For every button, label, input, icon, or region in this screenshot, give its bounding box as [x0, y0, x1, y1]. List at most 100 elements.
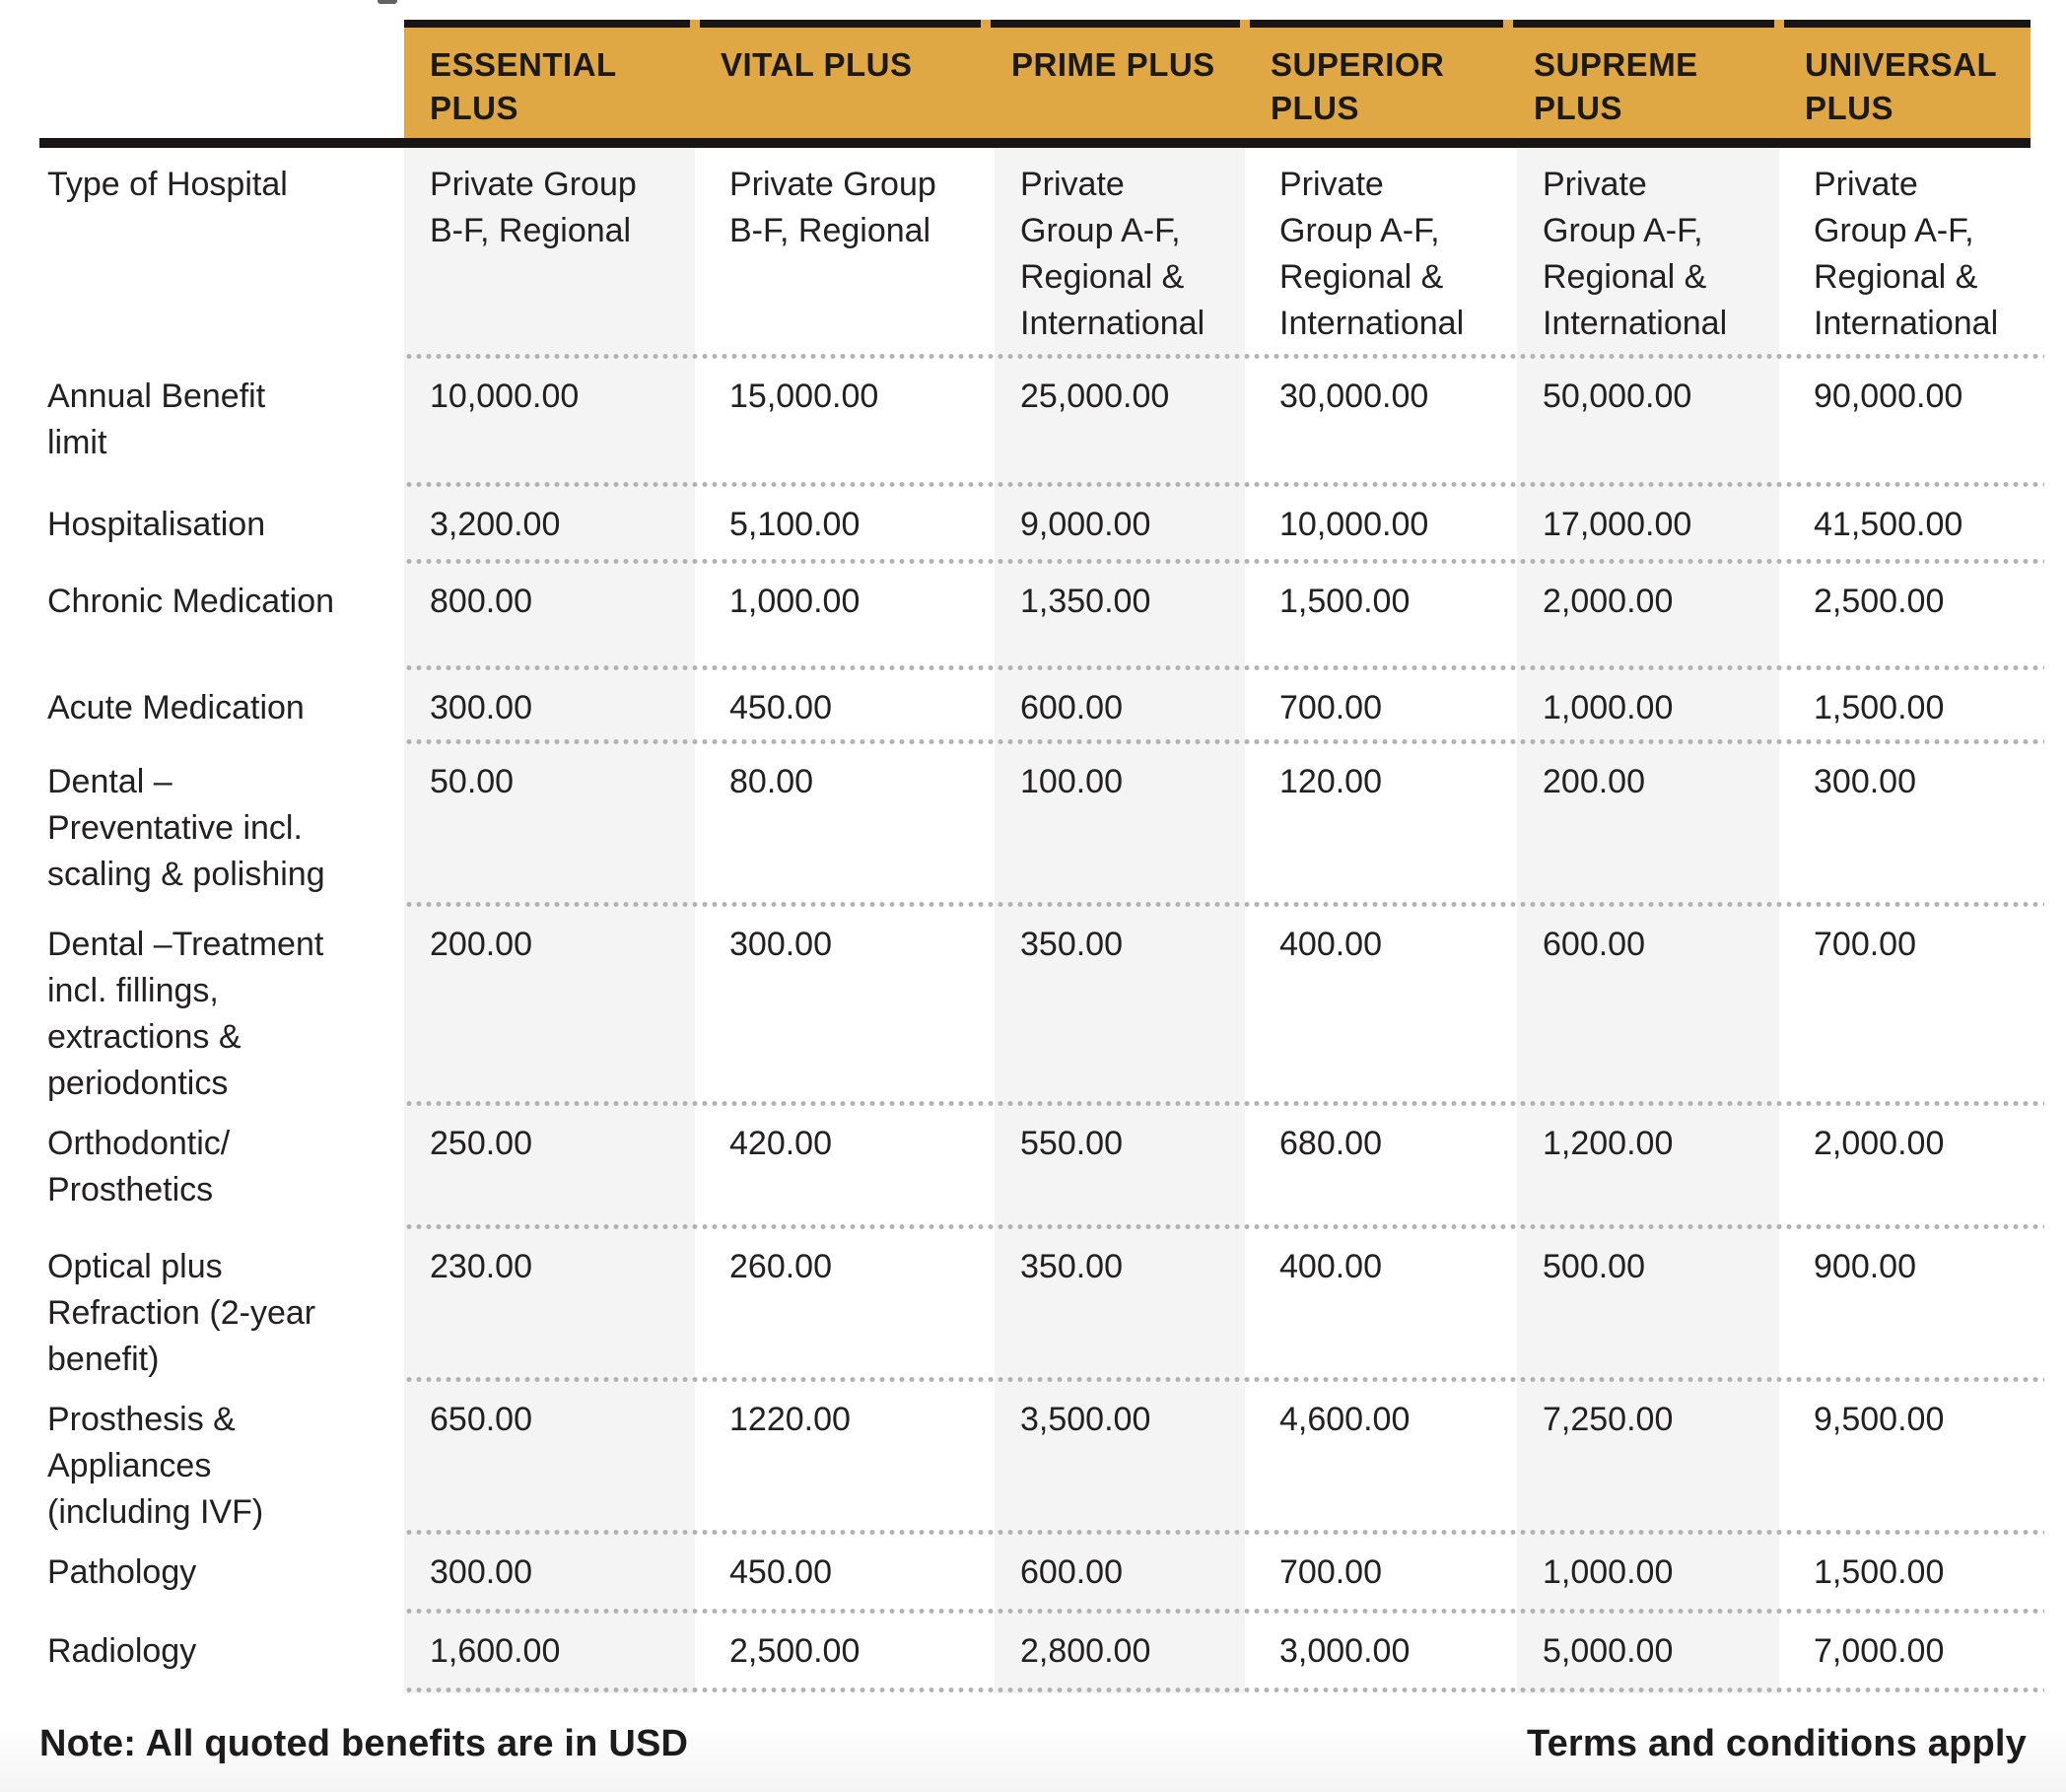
value-cell: 1,350.00 [986, 565, 1245, 671]
row-label: Annual Benefit limit [39, 360, 404, 488]
value-cell: 400.00 [1245, 1230, 1508, 1383]
plan-name: VITAL PLUS [721, 46, 913, 83]
value-cell: 600.00 [986, 1536, 1245, 1615]
value-cell: 2,500.00 [1779, 565, 2031, 671]
value-cell: 200.00 [1508, 745, 1779, 908]
value-cell: 3,000.00 [1245, 1615, 1508, 1693]
plan-name: UNIVERSAL PLUS [1805, 46, 1998, 126]
dotted-separator [404, 353, 2044, 360]
plan-name: SUPERIOR PLUS [1271, 46, 1445, 126]
value-cell: 680.00 [1245, 1107, 1508, 1230]
value-cell: Private Group B-F, Regional [695, 148, 986, 360]
row-label: Optical plus Refraction (2-year benefit) [39, 1230, 404, 1383]
table-row: Prosthesis & Appliances (including IVF) 6… [39, 1383, 2044, 1536]
value-cell: 1,000.00 [695, 565, 986, 671]
header-top-bar [1784, 20, 2031, 28]
value-cell: 50,000.00 [1508, 360, 1779, 488]
value-cell: Private Group A-F, Regional & Internatio… [986, 148, 1245, 360]
row-label: Pathology [39, 1536, 404, 1615]
value-cell: Private Group A-F, Regional & Internatio… [1245, 148, 1508, 360]
plan-name: PRIME PLUS [1011, 46, 1215, 83]
header-cell-superior-plus: SUPERIOR PLUS [1245, 20, 1508, 138]
value-cell: 5,100.00 [695, 488, 986, 565]
header-cell-essential-plus: ESSENTIAL PLUS [404, 20, 695, 138]
value-cell: 9,000.00 [986, 488, 1245, 565]
value-cell: 900.00 [1779, 1230, 2031, 1383]
benefits-table: ESSENTIAL PLUS VITAL PLUS PRIME PLUS SUP… [39, 20, 2044, 1693]
dotted-separator [404, 481, 2044, 488]
value-cell: 1,600.00 [404, 1615, 695, 1693]
table-row: Annual Benefit limit 10,000.00 15,000.00 25… [39, 360, 2044, 488]
header-top-bar [1250, 20, 1503, 28]
value-cell: 250.00 [404, 1107, 695, 1230]
value-cell: 2,000.00 [1508, 565, 1779, 671]
value-cell: 600.00 [1508, 908, 1779, 1107]
footer: Note: All quoted benefits are in USD Ter… [39, 1723, 2027, 1765]
header-cell-prime-plus: PRIME PLUS [986, 20, 1245, 138]
value-cell: Private Group B-F, Regional [404, 148, 695, 360]
value-cell: 2,800.00 [986, 1615, 1245, 1693]
value-cell: 650.00 [404, 1383, 695, 1536]
value-cell: 2,000.00 [1779, 1107, 2031, 1230]
value-cell: 600.00 [986, 671, 1245, 745]
value-cell: 550.00 [986, 1107, 1245, 1230]
dotted-separator [404, 1376, 2044, 1383]
value-cell: 41,500.00 [1779, 488, 2031, 565]
header-cell-universal-plus: UNIVERSAL PLUS [1779, 20, 2031, 138]
header-cell-supreme-plus: SUPREME PLUS [1508, 20, 1779, 138]
value-cell: 1,200.00 [1508, 1107, 1779, 1230]
value-cell: 300.00 [404, 671, 695, 745]
header-cell-vital-plus: VITAL PLUS [695, 20, 986, 138]
header-top-bar [991, 20, 1240, 28]
dotted-separator [404, 1608, 2044, 1615]
row-label: Orthodontic/ Prosthetics [39, 1107, 404, 1230]
value-cell: 90,000.00 [1779, 360, 2031, 488]
dotted-separator [404, 901, 2044, 908]
table-row: Chronic Medication 800.00 1,000.00 1,350.00… [39, 565, 2044, 671]
value-cell: 25,000.00 [986, 360, 1245, 488]
plan-name: SUPREME PLUS [1534, 46, 1698, 126]
dotted-separator [404, 1223, 2044, 1230]
table-header-row: ESSENTIAL PLUS VITAL PLUS PRIME PLUS SUP… [39, 20, 2031, 138]
row-label: Chronic Medication [39, 565, 404, 671]
dotted-separator [404, 1100, 2044, 1107]
value-cell: 2,500.00 [695, 1615, 986, 1693]
table-row: Dental –Treatment incl. fillings, extrac… [39, 908, 2044, 1107]
value-cell: 200.00 [404, 908, 695, 1107]
value-cell: 300.00 [695, 908, 986, 1107]
table-row: Hospitalisation 3,200.00 5,100.00 9,000.00 1… [39, 488, 2044, 565]
value-cell: 10,000.00 [1245, 488, 1508, 565]
value-cell: Private Group A-F, Regional & Internatio… [1508, 148, 1779, 360]
value-cell: 3,500.00 [986, 1383, 1245, 1536]
row-label: Type of Hospital [39, 148, 404, 360]
value-cell: 10,000.00 [404, 360, 695, 488]
row-label: Acute Medication [39, 671, 404, 745]
table-row: Radiology 1,600.00 2,500.00 2,800.00 3,000.0… [39, 1615, 2044, 1693]
value-cell: 7,000.00 [1779, 1615, 2031, 1693]
dotted-separator [404, 1687, 2044, 1693]
value-cell: 7,250.00 [1508, 1383, 1779, 1536]
dotted-separator [404, 664, 2044, 671]
value-cell: 500.00 [1508, 1230, 1779, 1383]
value-cell: 260.00 [695, 1230, 986, 1383]
value-cell: 700.00 [1245, 1536, 1508, 1615]
value-cell: 80.00 [695, 745, 986, 908]
value-cell: 350.00 [986, 908, 1245, 1107]
header-top-bar [700, 20, 981, 28]
value-cell: 700.00 [1779, 908, 2031, 1107]
header-top-bar [1513, 20, 1774, 28]
value-cell: 400.00 [1245, 908, 1508, 1107]
dotted-separator [404, 558, 2044, 565]
table-row: Pathology 300.00 450.00 600.00 700.00 1,000.0… [39, 1536, 2044, 1615]
header-top-bar [404, 20, 690, 28]
value-cell: 3,200.00 [404, 488, 695, 565]
value-cell: 1,500.00 [1779, 1536, 2031, 1615]
header-corner-cell [39, 20, 404, 138]
value-cell: 17,000.00 [1508, 488, 1779, 565]
value-cell: 1,000.00 [1508, 1536, 1779, 1615]
value-cell: 420.00 [695, 1107, 986, 1230]
row-label: Dental – Preventative incl. scaling & po… [39, 745, 404, 908]
value-cell: 5,000.00 [1508, 1615, 1779, 1693]
value-cell: 1,000.00 [1508, 671, 1779, 745]
